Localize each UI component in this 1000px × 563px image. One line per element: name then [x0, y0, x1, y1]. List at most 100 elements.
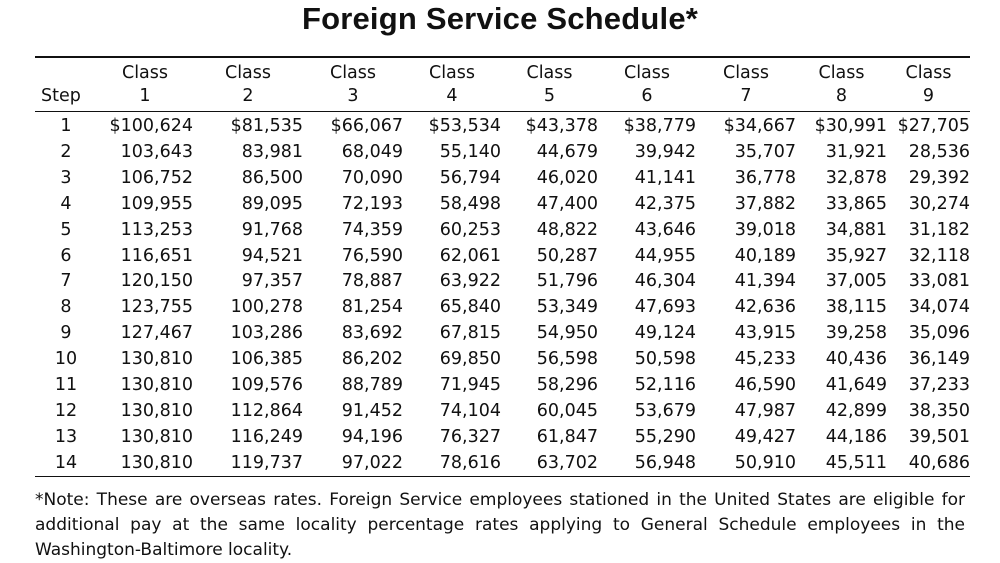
table-row: 7 120,150 97,357 78,887 63,922 51,796 46,304 41… [35, 269, 970, 295]
salary-cell: 94,521 [241, 245, 303, 266]
salary-cell: 112,864 [230, 400, 303, 421]
salary-cell: 83,692 [341, 323, 403, 344]
step-cell: 7 [60, 271, 72, 292]
salary-cell: 68,049 [341, 141, 403, 162]
salary-cell: 109,955 [120, 193, 193, 214]
salary-cell: 58,498 [439, 193, 501, 214]
salary-cell: 60,045 [536, 400, 598, 421]
salary-cell: 109,576 [230, 375, 303, 396]
salary-cell: $100,624 [109, 116, 193, 136]
salary-cell: 48,822 [536, 219, 598, 240]
step-cell: 9 [60, 323, 72, 344]
salary-cell: 41,394 [734, 271, 796, 292]
step-cell: 2 [60, 141, 72, 162]
column-header-class-label: Class [818, 63, 865, 83]
column-header-class-number: 2 [242, 86, 254, 106]
salary-cell: 43,646 [634, 219, 696, 240]
column-header-class-number: 3 [347, 86, 359, 106]
salary-cell: 44,186 [825, 426, 887, 447]
salary-cell: $34,667 [723, 116, 796, 136]
salary-cell: 120,150 [120, 271, 193, 292]
salary-cell: 89,095 [241, 193, 303, 214]
column-header-step: Step [41, 86, 81, 106]
salary-cell: 39,258 [825, 323, 887, 344]
salary-cell: 76,327 [439, 426, 501, 447]
column-header-class-number: 4 [446, 86, 458, 106]
salary-cell: 34,881 [825, 219, 887, 240]
salary-cell: 76,590 [341, 245, 403, 266]
salary-cell: 54,950 [536, 323, 598, 344]
salary-cell: 49,124 [634, 323, 696, 344]
salary-cell: 46,304 [634, 271, 696, 292]
column-header-class-number: 9 [922, 86, 935, 106]
step-cell: 10 [54, 349, 78, 370]
salary-cell: $38,779 [623, 116, 696, 136]
bottom-rule [35, 476, 970, 477]
salary-cell: 88,789 [341, 375, 403, 396]
salary-cell: 41,141 [634, 167, 696, 188]
salary-cell: 60,253 [439, 219, 501, 240]
step-cell: 1 [60, 116, 72, 136]
table-row: 4 109,955 89,095 72,193 58,498 47,400 42,375 37… [35, 192, 970, 218]
salary-cell: 42,375 [634, 193, 696, 214]
salary-cell: 35,096 [908, 323, 970, 344]
step-cell: 6 [60, 245, 72, 266]
step-cell: 5 [60, 219, 72, 240]
salary-cell: 56,948 [634, 452, 696, 473]
salary-cell: 53,349 [536, 297, 598, 318]
salary-cell: $43,378 [525, 116, 598, 136]
salary-cell: 36,149 [908, 349, 970, 370]
salary-cell: 52,116 [634, 375, 696, 396]
salary-cell: 78,616 [439, 452, 501, 473]
table-row: 6 116,651 94,521 76,590 62,061 50,287 44,955 40… [35, 244, 970, 270]
salary-cell: 81,254 [341, 297, 403, 318]
salary-cell: 50,287 [536, 245, 598, 266]
salary-cell: 31,182 [908, 219, 970, 240]
table-row: 1 $100,624 $81,535 $66,067 $53,534 $43,378 $38… [35, 111, 970, 140]
salary-cell: 35,707 [734, 141, 796, 162]
table-row: 10 130,810 106,385 86,202 69,850 56,598 50,598… [35, 347, 970, 373]
step-cell: 11 [54, 375, 78, 396]
salary-cell: $27,705 [897, 116, 970, 136]
salary-cell: 40,436 [825, 349, 887, 370]
table-row: 9 127,467 103,286 83,692 67,815 54,950 49,124 4… [35, 321, 970, 347]
salary-cell: 63,922 [439, 271, 501, 292]
salary-cell: 34,074 [908, 297, 970, 318]
column-header-class-label: Class [526, 63, 573, 83]
salary-cell: $66,067 [330, 116, 403, 136]
salary-cell: 33,081 [908, 271, 970, 292]
header-blank [35, 62, 97, 85]
salary-cell: 55,140 [439, 141, 501, 162]
salary-cell: 91,768 [241, 219, 303, 240]
salary-cell: 53,679 [634, 400, 696, 421]
salary-cell: 28,536 [908, 141, 970, 162]
column-header-class-number: 7 [740, 86, 752, 106]
salary-cell: 37,233 [908, 375, 970, 396]
salary-cell: 51,796 [536, 271, 598, 292]
step-cell: 12 [54, 400, 78, 421]
salary-cell: 130,810 [120, 452, 193, 473]
footnote: *Note: These are overseas rates. Foreign… [35, 490, 965, 560]
column-header-class-number: 1 [139, 86, 151, 106]
salary-cell: 32,118 [908, 245, 970, 266]
salary-cell: 130,810 [120, 426, 193, 447]
salary-cell: 116,249 [230, 426, 303, 447]
table-row: 13 130,810 116,249 94,196 76,327 61,847 55,290… [35, 425, 970, 451]
column-header-class-number: 8 [835, 86, 848, 106]
column-header-class-label: Class [224, 63, 272, 83]
salary-cell: 69,850 [439, 349, 501, 370]
salary-cell: 43,915 [734, 323, 796, 344]
salary-cell: 103,643 [120, 141, 193, 162]
table-row: 5 113,253 91,768 74,359 60,253 48,822 43,646 39… [35, 218, 970, 244]
salary-cell: 47,693 [634, 297, 696, 318]
salary-cell: 123,755 [120, 297, 193, 318]
column-header-class-label: Class [121, 63, 169, 83]
table-row: 14 130,810 119,737 97,022 78,616 63,702 56,948… [35, 451, 970, 477]
salary-cell: 97,022 [341, 452, 403, 473]
salary-cell: 113,253 [120, 219, 193, 240]
salary-cell: 65,840 [439, 297, 501, 318]
salary-cell: 58,296 [536, 375, 598, 396]
salary-cell: 38,350 [908, 400, 970, 421]
salary-cell: 46,020 [536, 167, 598, 188]
salary-cell: 86,500 [241, 167, 303, 188]
